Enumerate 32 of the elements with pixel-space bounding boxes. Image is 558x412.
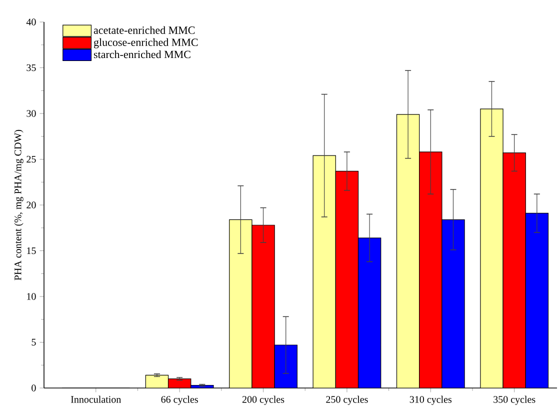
x-tick-label: 66 cycles (161, 396, 198, 405)
bar (525, 212, 549, 388)
bar (229, 219, 252, 388)
legend-label: starch-enriched MMC (94, 50, 190, 58)
y-tick-label: 15 (27, 247, 36, 254)
bar (312, 155, 336, 388)
bar (335, 170, 359, 388)
bar (442, 219, 465, 388)
y-axis-title: PHA content (%, mg PHA/mg CDW) (14, 130, 24, 280)
legend-label: glucose-enriched MMC (94, 38, 198, 48)
y-tick-label: 0 (32, 384, 36, 392)
bar (358, 238, 382, 388)
bar (419, 152, 442, 388)
x-tick-label: 350 cycles (494, 396, 536, 405)
legend-label: acetate-enriched MMC (94, 26, 195, 34)
y-tick-label: 30 (26, 110, 36, 117)
bar (168, 378, 191, 388)
bar (146, 375, 168, 388)
x-tick-label: Innoculation (70, 396, 122, 403)
y-tick-label: 35 (26, 64, 36, 72)
bar (396, 114, 420, 388)
bar (480, 108, 504, 388)
x-tick-label: 250 cycles (326, 396, 368, 405)
y-tick-label: 40 (26, 18, 36, 26)
y-tick-label: 10 (27, 293, 36, 300)
x-tick-label: 200 cycles (242, 396, 284, 405)
y-tick-label: 5 (32, 338, 36, 346)
bar (252, 224, 275, 388)
x-tick-label: 310 cycles (410, 396, 452, 405)
bar (502, 152, 526, 388)
y-tick-label: 25 (26, 156, 36, 163)
y-tick-label: 20 (26, 202, 36, 208)
